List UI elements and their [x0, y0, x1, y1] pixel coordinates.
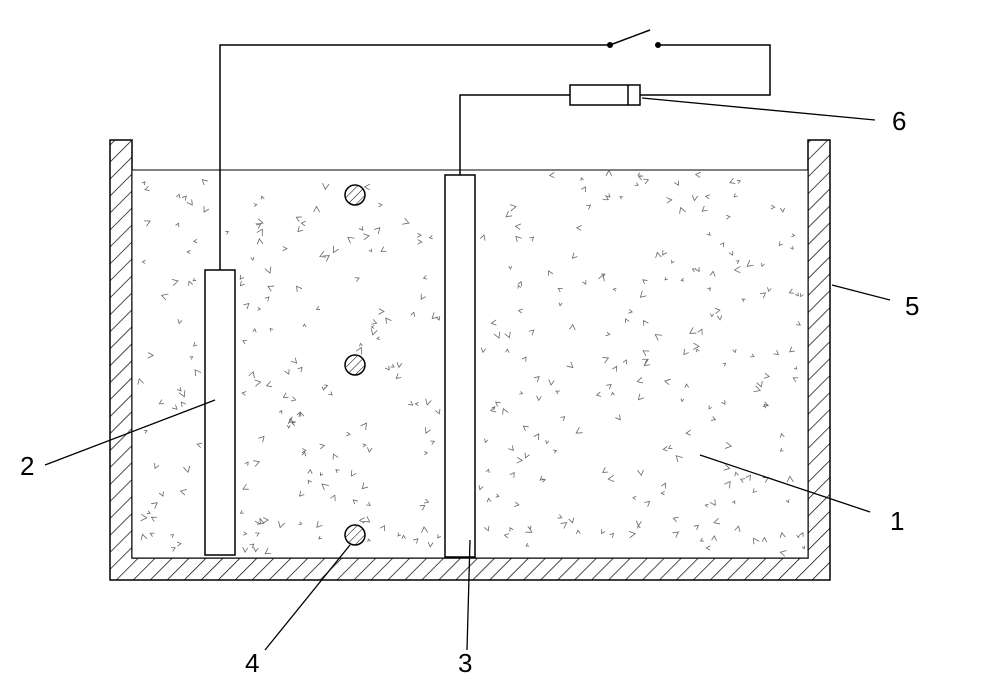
electrode-left	[205, 270, 235, 555]
schematic-diagram: 1 2 3 4 5 6	[0, 0, 1000, 693]
label-4: 4	[245, 648, 259, 678]
sensor-3	[345, 525, 365, 545]
leader-line-5	[832, 285, 890, 300]
sensor-1	[345, 185, 365, 205]
label-6: 6	[892, 106, 906, 136]
electrode-center	[445, 175, 475, 557]
label-3: 3	[458, 648, 472, 678]
leader-line-6	[642, 98, 875, 120]
label-5: 5	[905, 291, 919, 321]
label-1: 1	[890, 506, 904, 536]
sensor-2	[345, 355, 365, 375]
label-2: 2	[20, 451, 34, 481]
resistor	[570, 85, 640, 105]
